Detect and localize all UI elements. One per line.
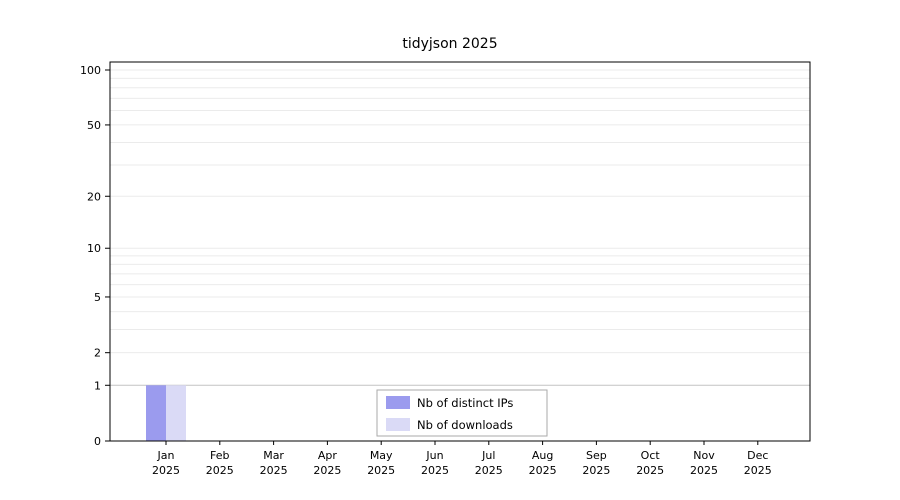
x-tick-label-month: Apr [318,449,338,462]
x-tick-label-year: 2025 [313,464,341,477]
x-tick-label-year: 2025 [582,464,610,477]
x-tick-label-month: May [370,449,393,462]
x-tick-label-year: 2025 [206,464,234,477]
y-tick-label: 20 [87,190,101,203]
legend-swatch [386,396,410,409]
x-tick-label-month: Jan [157,449,175,462]
x-tick-label-month: Mar [263,449,284,462]
y-tick-label: 5 [94,291,101,304]
x-tick-label-month: Jul [481,449,495,462]
bar [166,385,186,441]
y-tick-label: 0 [94,435,101,448]
y-tick-label: 50 [87,119,101,132]
x-tick-label-year: 2025 [260,464,288,477]
legend-label: Nb of distinct IPs [417,396,513,410]
x-tick-label-year: 2025 [475,464,503,477]
y-tick-label: 1 [94,379,101,392]
x-tick-label-month: Feb [210,449,229,462]
y-tick-label: 2 [94,347,101,360]
x-tick-label-year: 2025 [529,464,557,477]
plot-border [109,61,811,442]
x-tick-label-year: 2025 [367,464,395,477]
y-tick-label: 100 [80,64,101,77]
x-tick-label-month: Dec [747,449,768,462]
y-tick-label: 10 [87,242,101,255]
x-tick-label-month: Sep [586,449,607,462]
x-tick-label-year: 2025 [421,464,449,477]
legend-label: Nb of downloads [417,418,513,432]
bar [146,385,166,441]
chart-title: tidyjson 2025 [402,36,498,52]
x-tick-label-month: Oct [641,449,661,462]
x-tick-label-month: Jun [425,449,443,462]
x-tick-label-month: Nov [693,449,715,462]
x-tick-label-month: Aug [532,449,553,462]
x-tick-label-year: 2025 [152,464,180,477]
x-tick-label-year: 2025 [744,464,772,477]
legend-swatch [386,418,410,431]
x-tick-label-year: 2025 [690,464,718,477]
x-tick-label-year: 2025 [636,464,664,477]
